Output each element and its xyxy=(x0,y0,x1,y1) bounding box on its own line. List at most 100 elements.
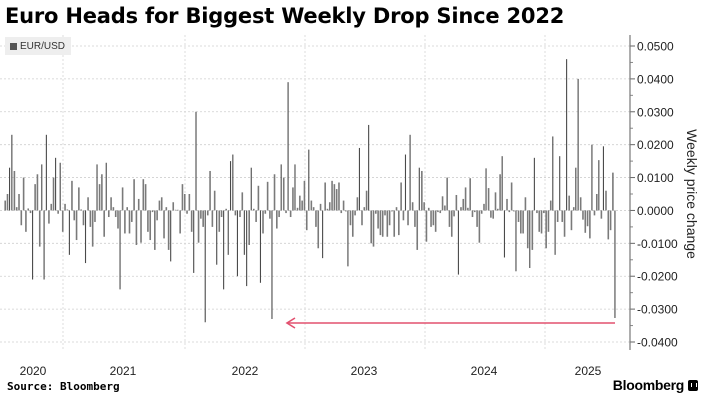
bar xyxy=(575,167,577,211)
x-tick-label: 2025 xyxy=(575,364,602,378)
bar xyxy=(554,210,556,255)
bar xyxy=(296,207,299,211)
bar xyxy=(545,210,547,249)
bar xyxy=(379,210,382,236)
bar xyxy=(303,180,306,211)
bar xyxy=(140,210,142,243)
bar xyxy=(377,210,379,229)
bar xyxy=(45,134,47,211)
y-tick-label: -0.0200 xyxy=(637,270,678,284)
bar xyxy=(372,210,375,247)
bar xyxy=(248,210,250,245)
bar xyxy=(181,184,184,211)
bar xyxy=(351,210,354,237)
bar xyxy=(552,136,554,211)
bar xyxy=(158,200,161,211)
bar xyxy=(232,154,234,211)
bar xyxy=(52,177,55,211)
bar xyxy=(218,210,221,232)
bar xyxy=(492,210,494,219)
bar xyxy=(473,210,476,213)
bar xyxy=(317,210,320,249)
bloomberg-logo: Bloomberg xyxy=(613,377,698,393)
bar xyxy=(142,179,145,211)
bar xyxy=(36,174,39,211)
bar xyxy=(494,192,497,211)
x-tick-label: 2023 xyxy=(351,364,378,378)
bar xyxy=(98,184,101,211)
bar xyxy=(4,200,6,211)
bar xyxy=(501,156,503,211)
bar xyxy=(174,209,177,211)
bar xyxy=(310,200,313,211)
bar xyxy=(457,210,459,275)
bar xyxy=(579,197,582,211)
bar xyxy=(324,182,326,211)
bar xyxy=(234,210,237,216)
bar xyxy=(328,202,331,211)
bar xyxy=(264,210,267,214)
bar xyxy=(117,210,119,229)
bar xyxy=(556,210,559,222)
bar xyxy=(508,210,511,213)
bar xyxy=(193,210,195,273)
bar xyxy=(347,210,349,267)
bar xyxy=(480,210,483,214)
bar xyxy=(269,210,271,219)
bar xyxy=(322,210,324,259)
bar xyxy=(427,207,430,211)
bar xyxy=(253,208,255,211)
bar xyxy=(326,208,329,211)
bar xyxy=(195,111,197,211)
bar xyxy=(450,210,453,237)
legend: EUR/USD xyxy=(5,37,72,55)
bar xyxy=(82,210,85,226)
bar xyxy=(20,210,23,226)
y-tick-label: -0.0100 xyxy=(637,237,678,251)
bar xyxy=(124,210,126,234)
bar xyxy=(22,177,25,211)
bar xyxy=(301,200,303,211)
bar xyxy=(434,210,437,232)
source-note: Source: Bloomberg xyxy=(7,380,120,393)
bar xyxy=(559,156,561,211)
bar xyxy=(84,210,87,264)
bar xyxy=(147,210,149,232)
bar xyxy=(464,187,467,211)
bar xyxy=(308,149,310,211)
bar xyxy=(340,210,343,214)
bar xyxy=(467,207,469,211)
bar xyxy=(209,170,211,211)
bar xyxy=(432,210,435,226)
bar xyxy=(280,164,282,211)
bar xyxy=(273,174,276,211)
bar xyxy=(170,210,172,262)
bar xyxy=(165,207,168,211)
bar xyxy=(107,210,110,218)
bar xyxy=(384,210,386,216)
bar xyxy=(609,210,612,231)
bar xyxy=(365,190,368,211)
bar xyxy=(112,207,115,211)
bar xyxy=(563,210,566,237)
bar xyxy=(612,172,614,211)
bar xyxy=(497,208,499,211)
bar xyxy=(319,203,322,211)
bar xyxy=(149,210,152,241)
bar xyxy=(87,197,89,211)
bar xyxy=(400,182,402,211)
bar xyxy=(460,207,462,211)
bar xyxy=(361,210,363,226)
bar xyxy=(315,210,317,227)
bar xyxy=(131,210,133,222)
bar xyxy=(446,177,448,211)
bar xyxy=(91,210,94,247)
bar xyxy=(533,157,535,211)
bar xyxy=(89,210,92,227)
bar xyxy=(29,210,32,214)
bar xyxy=(246,210,248,287)
x-tick-label: 2024 xyxy=(471,364,498,378)
bar xyxy=(407,210,409,226)
bar xyxy=(41,164,43,211)
bar xyxy=(356,197,359,211)
